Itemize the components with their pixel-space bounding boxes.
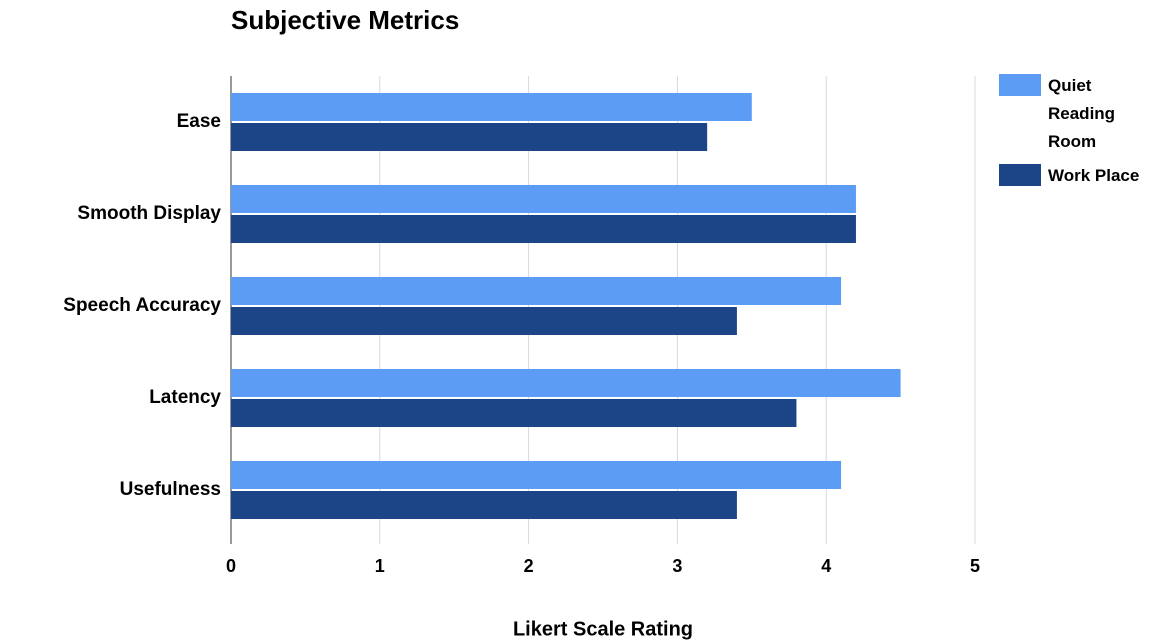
- x-tick-label: 0: [226, 556, 236, 576]
- x-tick-label: 2: [524, 556, 534, 576]
- chart-title: Subjective Metrics: [231, 5, 459, 35]
- legend: Quiet Reading Room Work Place: [999, 72, 1169, 196]
- bar: [231, 185, 856, 213]
- bar: [231, 123, 708, 151]
- bar: [231, 491, 737, 519]
- legend-swatch: [999, 74, 1041, 96]
- legend-swatch: [999, 164, 1041, 186]
- legend-item: Quiet Reading Room: [999, 72, 1169, 156]
- y-tick-label: Speech Accuracy: [63, 295, 221, 316]
- x-tick-label: 5: [970, 556, 980, 576]
- x-tick-label: 1: [375, 556, 385, 576]
- y-tick-label: Smooth Display: [77, 203, 221, 224]
- bar: [231, 215, 856, 243]
- legend-label: Quiet Reading Room: [1048, 76, 1116, 151]
- bar: [231, 399, 797, 427]
- bar: [231, 277, 842, 305]
- bar: [231, 93, 752, 121]
- x-axis-title: Likert Scale Rating: [513, 618, 693, 640]
- y-tick-label: Usefulness: [120, 479, 221, 500]
- bar: [231, 369, 901, 397]
- bar: [231, 461, 842, 489]
- legend-item: Work Place: [999, 162, 1169, 190]
- x-tick-label: 3: [672, 556, 682, 576]
- y-tick-label: Ease: [177, 111, 221, 132]
- x-tick-label: 4: [821, 556, 831, 576]
- y-tick-label: Latency: [149, 387, 221, 408]
- bar: [231, 307, 737, 335]
- legend-label: Work Place: [1048, 166, 1140, 185]
